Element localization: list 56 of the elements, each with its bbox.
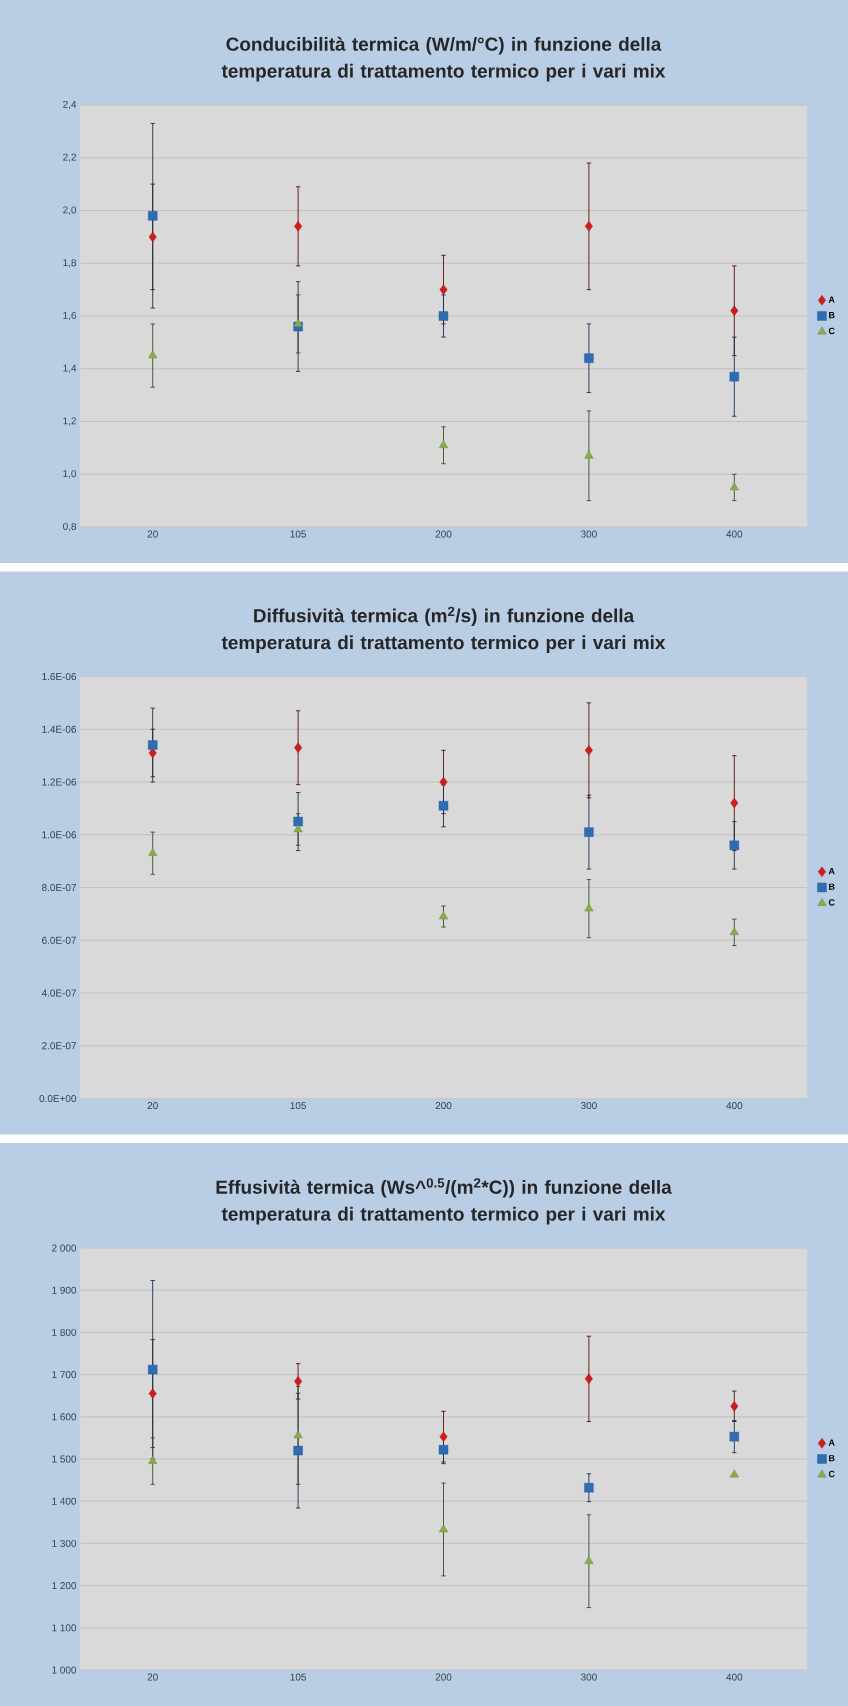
legend-label: A bbox=[828, 867, 835, 875]
y-tick-label: 1 500 bbox=[52, 1455, 77, 1463]
y-tick-label: 6.0E-07 bbox=[42, 936, 76, 944]
y-tick-label: 1,8 bbox=[63, 259, 77, 268]
x-tick-label: 105 bbox=[290, 1102, 306, 1110]
legend-label: C bbox=[828, 899, 835, 906]
x-tick-label: 300 bbox=[580, 1102, 597, 1110]
y-tick-label: 2.0E-07 bbox=[42, 1042, 76, 1050]
y-tick-label: 1,2 bbox=[63, 417, 76, 426]
x-tick-label: 20 bbox=[147, 530, 158, 538]
x-tick-label: 20 bbox=[147, 1673, 158, 1681]
legend-label: B bbox=[829, 312, 835, 319]
chart-title: Conducibilità termica (W/m/°C) in funzione della temperatura di trattamento termico per i vari mix bbox=[221, 36, 666, 82]
legend-label: C bbox=[828, 1470, 835, 1478]
x-tick-label: 400 bbox=[726, 1673, 743, 1681]
y-tick-label: 1,4 bbox=[63, 364, 77, 373]
y-tick-label: 2,2 bbox=[63, 153, 76, 162]
y-tick-label: 2,0 bbox=[63, 206, 77, 215]
x-tick-label: 200 bbox=[435, 530, 452, 538]
y-tick-label: 2,4 bbox=[63, 100, 77, 110]
y-tick-label: 1,0 bbox=[63, 470, 77, 479]
x-tick-label: 20 bbox=[147, 1102, 158, 1110]
legend-label: B bbox=[829, 1455, 835, 1462]
x-tick-label: 105 bbox=[290, 1673, 306, 1681]
x-tick-label: 400 bbox=[726, 530, 743, 538]
y-tick-label: 1.2E-06 bbox=[42, 778, 77, 786]
y-tick-label: 1 000 bbox=[52, 1666, 77, 1674]
x-tick-label: 200 bbox=[435, 1673, 452, 1681]
y-tick-label: 1 700 bbox=[52, 1371, 77, 1379]
y-tick-label: 1 300 bbox=[52, 1539, 77, 1547]
legend-label: A bbox=[828, 296, 835, 303]
x-tick-label: 400 bbox=[726, 1102, 743, 1110]
y-tick-label: 1.4E-06 bbox=[42, 725, 77, 733]
chart-title: Effusività termica (Ws^$^{0.5}$/(m$^{2}$*C)) in funzione della temperatura di trattamento termico per i vari mix bbox=[216, 1178, 672, 1225]
y-tick-label: 1 200 bbox=[52, 1582, 77, 1590]
x-tick-label: 200 bbox=[435, 1102, 452, 1110]
y-tick-label: 0,8 bbox=[63, 522, 77, 532]
legend-label: C bbox=[828, 327, 835, 335]
y-tick-label: 0.0E+00 bbox=[39, 1094, 77, 1103]
y-tick-label: 4.0E-07 bbox=[41, 989, 76, 997]
y-tick-label: 2 000 bbox=[52, 1244, 77, 1252]
y-tick-label: 1 900 bbox=[52, 1286, 77, 1294]
y-tick-label: 8.0E-07 bbox=[42, 883, 76, 892]
y-tick-label: 1 100 bbox=[52, 1624, 77, 1632]
legend-label: A bbox=[828, 1439, 835, 1446]
y-tick-label: 1.0E-06 bbox=[42, 831, 77, 839]
legend-label: B bbox=[829, 883, 835, 890]
chart-title: Diffusività termica (m$^{2}$/s) in funzione della temperatura di trattamento termico per i vari mix bbox=[221, 606, 666, 653]
y-tick-label: 1.6E-06 bbox=[42, 672, 77, 681]
x-tick-label: 300 bbox=[580, 1673, 597, 1681]
y-tick-label: 1,6 bbox=[63, 311, 77, 321]
y-tick-label: 1 600 bbox=[52, 1413, 77, 1421]
y-tick-label: 1 400 bbox=[52, 1497, 77, 1505]
y-tick-label: 1 800 bbox=[52, 1328, 77, 1336]
x-tick-label: 105 bbox=[290, 530, 306, 538]
x-tick-label: 300 bbox=[580, 530, 597, 538]
